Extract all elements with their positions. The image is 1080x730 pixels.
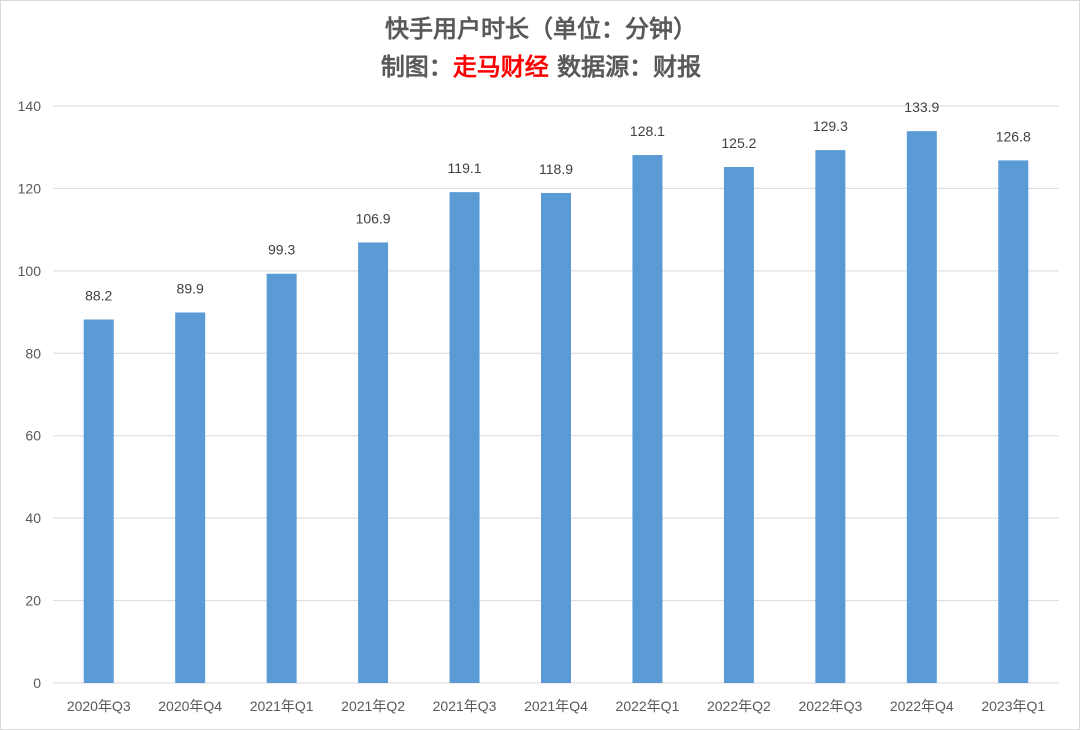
x-tick-label: 2022年Q3 [798, 698, 862, 714]
bar-4 [449, 192, 480, 683]
data-label: 129.3 [813, 118, 848, 134]
data-label: 133.9 [904, 99, 939, 115]
x-tick-label: 2020年Q4 [158, 698, 222, 714]
subtitle-brand: 走马财经 [452, 53, 549, 81]
bar-5 [541, 192, 571, 683]
bar-6 [632, 155, 663, 684]
y-tick-label: 80 [25, 345, 41, 361]
x-tick-label: 2021年Q4 [524, 698, 588, 714]
data-label: 99.3 [268, 242, 295, 258]
bar-3 [358, 242, 389, 683]
data-label: 118.9 [539, 161, 573, 177]
bar-9 [906, 131, 937, 683]
chart-subtitle: 制图：走马财经 数据源：财报 [1, 47, 1080, 82]
y-tick-label: 120 [18, 180, 42, 196]
y-tick-label: 0 [33, 675, 41, 691]
x-tick-label: 2022年Q1 [616, 698, 680, 714]
data-label: 89.9 [177, 280, 204, 296]
subtitle-suffix: 数据源：财报 [548, 53, 702, 81]
bar-0 [83, 319, 114, 683]
bar-7 [723, 166, 754, 684]
x-tick-label: 2022年Q2 [707, 698, 771, 714]
x-tick-label: 2021年Q1 [250, 698, 314, 714]
bar-10 [998, 160, 1029, 684]
bar-8 [815, 150, 846, 683]
y-tick-label: 40 [25, 510, 41, 526]
data-label: 106.9 [356, 210, 391, 226]
y-tick-label: 140 [18, 98, 42, 114]
y-tick-label: 60 [25, 428, 41, 444]
x-tick-label: 2021年Q2 [341, 698, 405, 714]
data-label: 125.2 [721, 135, 756, 151]
y-tick-label: 20 [25, 593, 41, 609]
x-tick-label: 2023年Q1 [981, 698, 1045, 714]
data-label: 126.8 [996, 128, 1031, 144]
data-label: 128.1 [630, 123, 665, 139]
chart-title: 快手用户时长（单位：分钟） [385, 15, 697, 43]
x-tick-label: 2020年Q3 [67, 698, 131, 714]
data-label: 119.1 [448, 160, 482, 176]
subtitle-prefix: 制图： [380, 53, 453, 81]
bar-1 [175, 312, 206, 683]
y-tick-label: 100 [18, 263, 42, 279]
x-tick-label: 2021年Q3 [433, 698, 497, 714]
bar-2 [266, 273, 297, 683]
x-tick-label: 2022年Q4 [890, 698, 954, 714]
data-label: 88.2 [85, 287, 112, 303]
